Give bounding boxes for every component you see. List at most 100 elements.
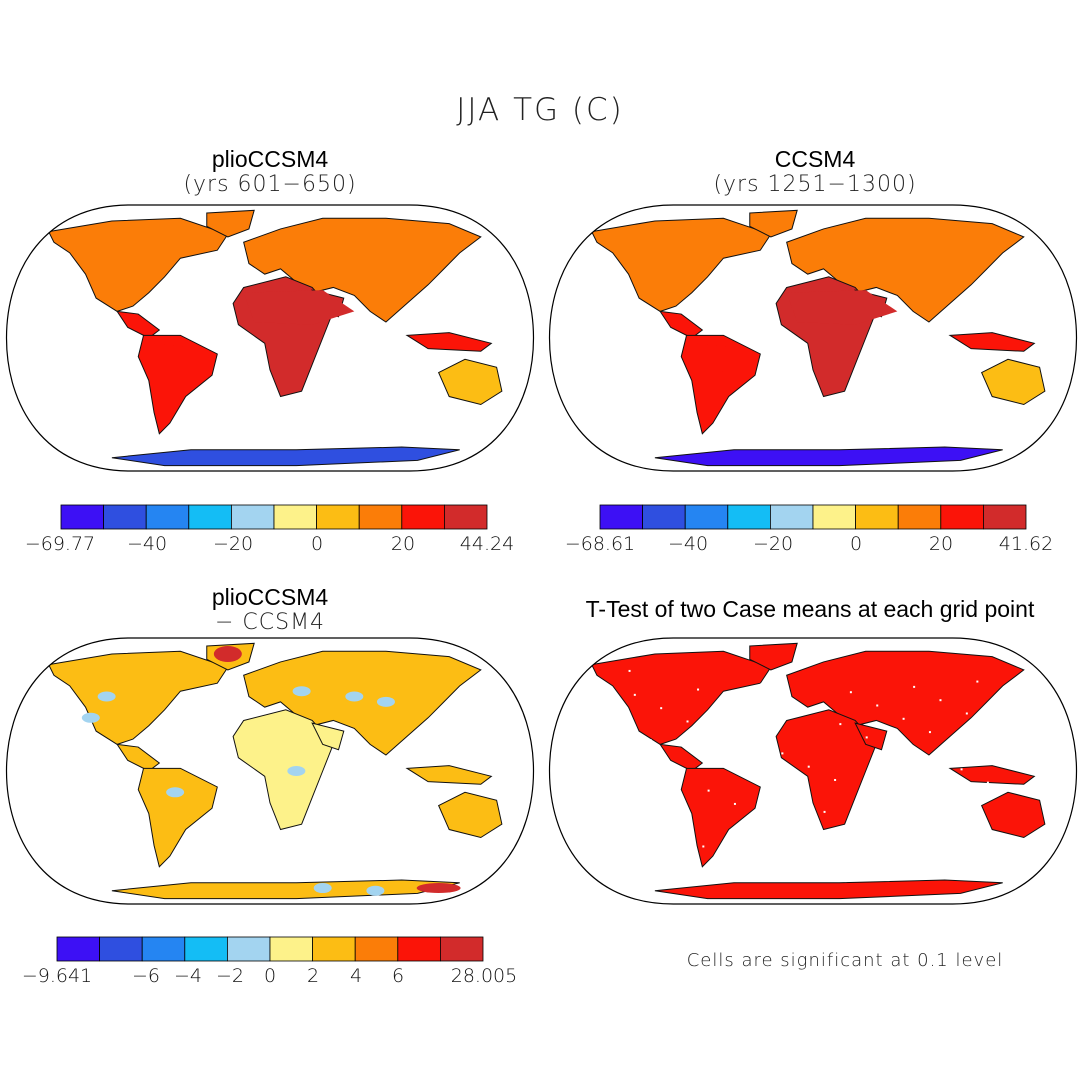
colorbar-3-swatch-1 (99, 936, 143, 962)
nonsig-cell-47 (939, 699, 942, 702)
nonsig-cell-53 (633, 693, 636, 696)
nonsig-cell-25 (707, 789, 710, 792)
continent-northAmerica-4 (590, 650, 772, 745)
nonsig-cell-18 (818, 866, 821, 869)
nonsig-cell-28 (923, 786, 926, 789)
nonsig-cell-67 (781, 752, 784, 755)
colorbar-3-swatch-2 (141, 936, 186, 962)
nonsig-cell-45 (918, 842, 921, 845)
nonsig-cell-44 (723, 701, 726, 704)
nonsig-cell-56 (849, 691, 852, 694)
colorbar-3-label-3: −2 (216, 965, 244, 987)
cool-anomaly-0 (97, 691, 116, 702)
continent-antarctica-4 (654, 879, 1003, 900)
map-border-3 (5, 637, 535, 905)
continent-eurasia-4 (786, 650, 1025, 756)
nonsig-cell-31 (770, 784, 773, 787)
colorbar-1-swatch-8 (401, 504, 445, 530)
continent-centralAm-4 (659, 743, 704, 772)
colorbar-1-swatch-2 (145, 504, 190, 530)
colorbar-2-swatch-0 (599, 504, 643, 530)
nonsig-cell-54 (828, 834, 831, 837)
continent-indonesia-4 (948, 765, 1036, 785)
nonsig-cell-61 (718, 757, 721, 760)
continent-africa-4 (775, 709, 877, 831)
continent-australia-4 (980, 791, 1046, 839)
nonsig-cell-3 (844, 880, 847, 883)
continent-indonesia-2 (948, 332, 1036, 352)
colorbar-1-label-3: 0 (311, 533, 323, 555)
greenland-anomaly (213, 645, 242, 662)
continent-indonesia-1 (405, 332, 493, 352)
continent-arabia-4 (854, 722, 888, 751)
colorbar-2-swatch-1 (642, 504, 686, 530)
colorbar-1-swatch-9 (443, 504, 488, 530)
colorbar-2-swatch-8 (940, 504, 984, 530)
nonsig-cell-43 (897, 773, 900, 776)
colorbar-2-swatch-4 (770, 504, 814, 530)
nonsig-cell-58 (870, 760, 873, 763)
nonsig-cell-4 (670, 808, 673, 811)
continent-indonesia-3 (405, 765, 493, 785)
colorbar-3-swatch-6 (312, 936, 356, 962)
colorbar-2-swatch-7 (897, 504, 942, 530)
cool-anomaly-7 (313, 883, 332, 894)
nonsig-cell-12 (755, 872, 758, 875)
continent-africa-3 (232, 709, 334, 831)
nonsig-cell-20 (839, 723, 842, 726)
colorbar-3-swatch-5 (269, 936, 313, 962)
colorbar-1-swatch-7 (358, 504, 403, 530)
map-border-4 (548, 637, 1078, 905)
nonsig-cell-59 (697, 688, 700, 691)
colorbar-1: −69.77 −40 −20 0 20 44.24 (25, 504, 514, 555)
colorbar-3-swatch-7 (354, 936, 399, 962)
nonsig-cell-21 (665, 864, 668, 867)
continent-greenland-1 (206, 209, 255, 238)
nonsig-cell-14 (776, 728, 779, 731)
colorbar-3-label-2: −4 (174, 965, 202, 987)
colorbar-3-label-0: −9.641 (22, 965, 92, 987)
panel-4-title: T-Test of two Case means at each grid po… (555, 596, 1065, 622)
continent-eurasia-2 (786, 217, 1025, 323)
nonsig-cell-22 (860, 792, 863, 795)
continent-southAmerica-4 (680, 767, 761, 868)
nonsig-cell-1 (823, 810, 826, 813)
nonsig-cell-17 (992, 725, 995, 728)
nonsig-cell-38 (660, 707, 663, 710)
colorbar-2-swatch-5 (812, 504, 856, 530)
nonsig-cell-51 (981, 837, 984, 840)
nonsig-cell-41 (876, 704, 879, 707)
nonsig-cell-26 (902, 717, 905, 720)
panel-3-title-line2: − CCSM4 (214, 610, 326, 635)
continent-centralAm-2 (659, 310, 704, 339)
colorbar-2: −68.61 −40 −20 0 20 41.62 (565, 504, 1053, 555)
panel-1-title-line2: (yrs 601−650) (183, 172, 357, 197)
nonsig-cell-30 (944, 856, 947, 859)
nonsig-cell-49 (960, 768, 963, 771)
nonsig-cell-36 (639, 850, 642, 853)
continent-southAmerica-3 (137, 767, 218, 868)
colorbar-1-label-5: 44.24 (460, 533, 514, 555)
nonsig-cell-8 (712, 733, 715, 736)
nonsig-cell-60 (892, 829, 895, 832)
nonsig-cell-42 (702, 845, 705, 848)
colorbar-3-swatch-9 (439, 936, 484, 962)
colorbar-1-label-2: −20 (213, 533, 253, 555)
continent-centralAm-3 (116, 743, 161, 772)
continent-northAmerica-3 (47, 650, 229, 745)
panel-2-title: CCSM4 (yrs 1251−1300) (655, 146, 975, 198)
nonsig-cell-9 (907, 874, 910, 877)
nonsig-cell-50 (786, 696, 789, 699)
map-border-1 (5, 204, 535, 472)
continent-australia-1 (437, 358, 503, 406)
cool-anomaly-8 (366, 885, 385, 896)
map-2 (548, 204, 1078, 472)
cool-anomaly-6 (287, 766, 306, 776)
nonsig-cell-16 (797, 797, 800, 800)
colorbar-2-swatch-9 (983, 504, 1027, 530)
colorbar-3-swatch-3 (184, 936, 228, 962)
colorbar-3-label-5: 2 (307, 965, 319, 987)
colorbar-3-label-7: 6 (392, 965, 404, 987)
continent-antarctica-2 (654, 446, 1003, 467)
